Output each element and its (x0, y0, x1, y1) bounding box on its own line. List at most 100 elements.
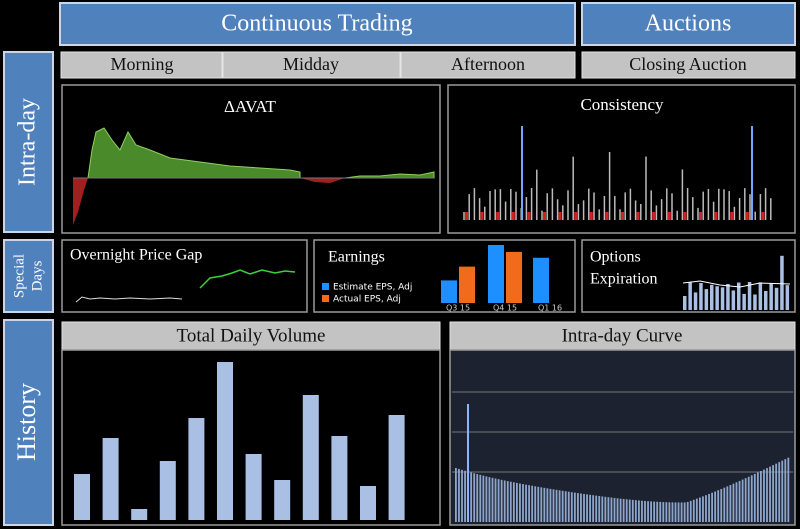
decor-bar (558, 490, 561, 522)
decor-bar (516, 482, 518, 522)
decor-bar (705, 495, 707, 522)
bar (441, 280, 457, 303)
decor-bar (628, 499, 631, 522)
bar (331, 436, 348, 520)
bar (388, 415, 405, 520)
bar (274, 480, 291, 520)
bar (159, 461, 176, 520)
decor-bar (656, 501, 659, 522)
decor-bar (710, 284, 714, 310)
period: Closing Auction (629, 54, 747, 74)
decor-bar (458, 468, 460, 522)
decor-bar (714, 491, 717, 522)
decor-bar (742, 293, 746, 310)
decor-bar (659, 501, 662, 522)
decor-bar (491, 477, 494, 522)
bar (533, 257, 549, 303)
decor-bar (540, 487, 543, 522)
decor-line (682, 280, 791, 288)
decor-bar (772, 465, 774, 522)
decor-bar (714, 212, 718, 220)
decor-bar (509, 481, 512, 522)
period-box (222, 51, 401, 79)
decor-bar (549, 488, 552, 522)
decor-bar (522, 484, 524, 522)
bar (302, 395, 319, 520)
decor-bar (595, 495, 598, 522)
decor-bar (674, 502, 677, 522)
decor-bar (668, 502, 671, 522)
decor-bar (683, 502, 686, 522)
decor-bar (574, 212, 578, 220)
decor-bar (723, 487, 726, 522)
decor-bar (497, 479, 500, 522)
decor-bar (653, 501, 656, 522)
decor-bar (613, 497, 616, 522)
price-line (199, 269, 296, 289)
decor-bar (756, 472, 759, 522)
decor-bar (753, 294, 757, 310)
decor-bar (525, 484, 527, 522)
bar (488, 245, 504, 303)
decor-bar (735, 482, 738, 522)
decor-bar (747, 282, 752, 310)
panel-title: Earnings (328, 249, 385, 266)
decor-bar (758, 282, 763, 310)
decor-bar (598, 496, 601, 522)
decor-bar (652, 212, 656, 220)
decor-bar (488, 477, 491, 522)
curve-chart (452, 391, 793, 522)
decor-bar (689, 500, 692, 522)
decor-bar (720, 287, 725, 310)
decor-bar (561, 490, 564, 522)
decor-bar (787, 457, 790, 522)
panel (61, 239, 308, 313)
decor-bar (638, 500, 640, 522)
decor-bar (662, 502, 665, 522)
decor-bar (479, 474, 482, 522)
section: Special (11, 254, 27, 298)
decor-bar (531, 485, 534, 522)
avat-area (87, 127, 301, 179)
header-box (59, 2, 576, 46)
decor-bar (534, 486, 537, 522)
decor-bar (761, 212, 765, 220)
period-box (400, 51, 576, 79)
period-box (60, 51, 223, 79)
section-box (3, 51, 54, 233)
legend-label: Actual EPS, Adj (333, 295, 401, 305)
decor-bar (692, 499, 695, 522)
x-tick-label: Q4 15 (493, 304, 517, 313)
volume-chart (74, 362, 405, 520)
header-box (581, 2, 796, 46)
decor-bar (589, 494, 591, 522)
decor-bar (528, 485, 530, 522)
decor-bar (480, 212, 484, 220)
decor-bar (730, 212, 734, 220)
decor-bar (543, 487, 546, 522)
avat-area (73, 178, 88, 225)
decor-bar (605, 212, 609, 220)
decor-bar (610, 497, 613, 522)
decor-bar (586, 494, 588, 522)
decor-bar (695, 498, 698, 522)
decor-bar (546, 488, 549, 522)
decor-bar (711, 492, 713, 522)
decor-bar (715, 286, 719, 310)
decor-bar (519, 483, 521, 522)
decor-bar (482, 475, 485, 522)
bar (102, 438, 119, 520)
decor-bar (737, 282, 741, 310)
decor-bar (494, 478, 497, 522)
decor-bar (702, 496, 704, 522)
decor-bar (766, 468, 768, 522)
panel-title: Consistency (580, 95, 664, 114)
decor-bar (464, 470, 466, 522)
decor-bar (573, 492, 576, 522)
decor-bar (750, 475, 753, 522)
decor-bar (625, 499, 628, 522)
decor-bar (604, 496, 607, 522)
decor-bar (555, 489, 558, 522)
decor-bar (683, 296, 687, 310)
